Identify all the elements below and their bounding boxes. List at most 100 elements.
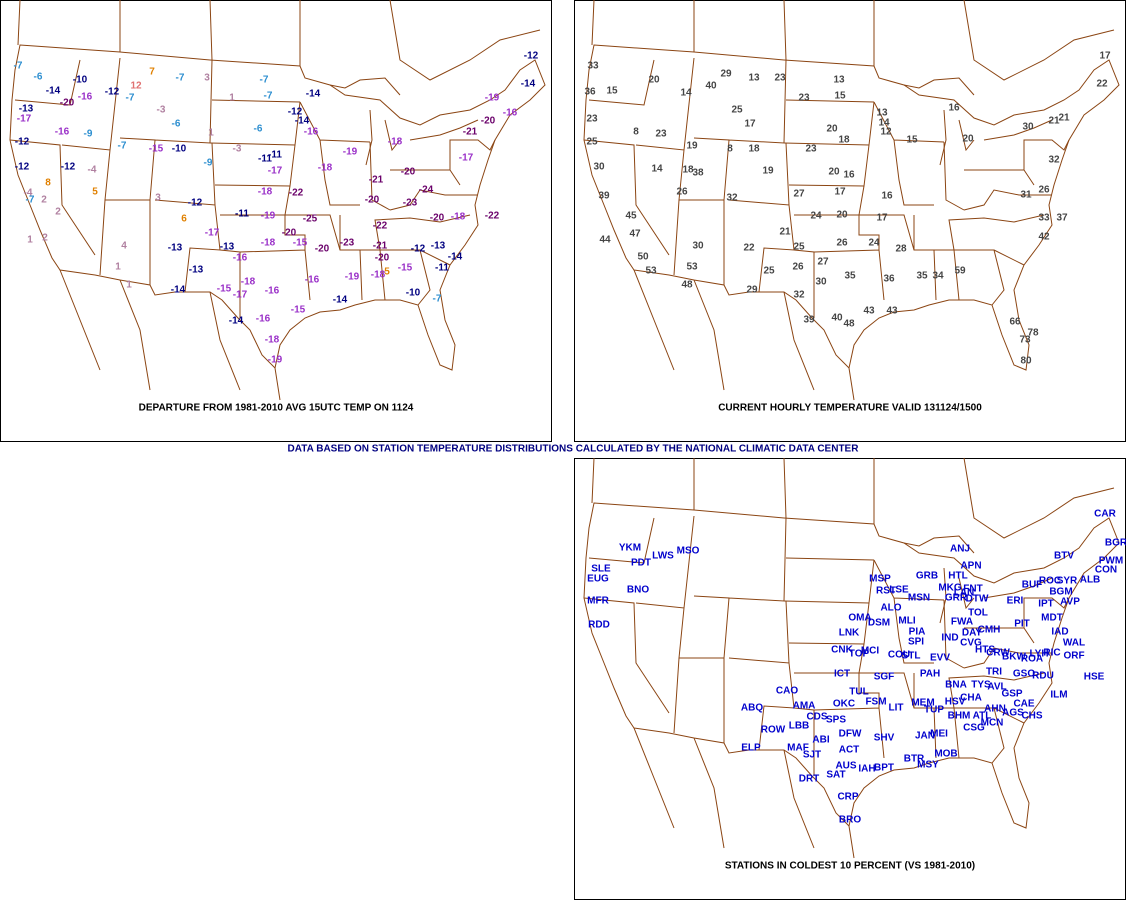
temperature-label: 25 bbox=[793, 242, 805, 253]
station-label: TUL bbox=[849, 687, 868, 698]
station-label: ALO bbox=[880, 603, 901, 614]
station-label: OMA bbox=[848, 613, 871, 624]
station-label: ORF bbox=[1063, 651, 1084, 662]
departure-label: -6 bbox=[34, 72, 43, 83]
temperature-label: 16 bbox=[948, 103, 960, 114]
temperature-label: 20 bbox=[836, 210, 848, 221]
temperature-label: 23 bbox=[798, 93, 810, 104]
station-label: DFW bbox=[839, 729, 862, 740]
panel-caption: DEPARTURE FROM 1981-2010 AVG 15UTC TEMP … bbox=[139, 403, 414, 414]
departure-label: 7 bbox=[149, 67, 155, 78]
departure-label: -10 bbox=[73, 75, 88, 86]
temperature-label: 22 bbox=[743, 243, 755, 254]
station-label: PWM bbox=[1099, 556, 1123, 567]
station-label: TOP bbox=[849, 649, 870, 660]
departure-label: 1 bbox=[126, 280, 132, 291]
departure-label: -15 bbox=[149, 144, 164, 155]
station-label: ILM bbox=[1050, 690, 1067, 701]
departure-label: 5 bbox=[384, 267, 390, 278]
departure-label: -16 bbox=[256, 314, 271, 325]
temperature-label: 35 bbox=[844, 271, 856, 282]
temperature-label: 21 bbox=[1058, 113, 1070, 124]
departure-label: -22 bbox=[289, 188, 304, 199]
station-label: CDS bbox=[806, 712, 827, 723]
station-label: LNK bbox=[839, 628, 860, 639]
temperature-label: 13 bbox=[748, 73, 760, 84]
station-label: CAR bbox=[1094, 509, 1116, 520]
station-label: HSE bbox=[1084, 672, 1105, 683]
temperature-label: 16 bbox=[843, 170, 855, 181]
temperature-label: 26 bbox=[792, 262, 804, 273]
station-label: WAL bbox=[1063, 638, 1085, 649]
departure-label: 1 bbox=[27, 235, 33, 246]
station-label: SAT bbox=[826, 770, 845, 781]
station-label: GRR bbox=[945, 593, 968, 604]
station-label: BRO bbox=[839, 815, 861, 826]
station-label: RDD bbox=[588, 620, 610, 631]
departure-label: -20 bbox=[401, 167, 416, 178]
station-label: ROC bbox=[1039, 576, 1061, 587]
station-label: DRT bbox=[799, 774, 820, 785]
station-label: TUP bbox=[924, 705, 944, 716]
departure-label: -12 bbox=[105, 87, 120, 98]
temperature-label: 33 bbox=[1038, 213, 1050, 224]
station-label: TRI bbox=[986, 667, 1002, 678]
temperature-label: 8 bbox=[727, 144, 733, 155]
departure-label: -9 bbox=[204, 158, 213, 169]
departure-label: -12 bbox=[411, 244, 426, 255]
departure-label: -20 bbox=[375, 253, 390, 264]
temperature-label: 38 bbox=[692, 168, 704, 179]
temperature-label: 29 bbox=[720, 69, 732, 80]
departure-label: -16 bbox=[265, 286, 280, 297]
departure-label: -3 bbox=[157, 105, 166, 116]
departure-label: -9 bbox=[84, 129, 93, 140]
temperature-label: 30 bbox=[593, 162, 605, 173]
temperature-label: 32 bbox=[726, 193, 738, 204]
station-label: MCI bbox=[861, 646, 880, 657]
temperature-label: 19 bbox=[686, 141, 698, 152]
departure-label: 2 bbox=[42, 233, 48, 244]
departure-label: -23 bbox=[340, 238, 355, 249]
departure-label: -23 bbox=[403, 198, 418, 209]
departure-label: -12 bbox=[61, 162, 76, 173]
departure-label: -18 bbox=[371, 270, 386, 281]
station-label: IAD bbox=[1051, 627, 1068, 638]
station-label: STL bbox=[902, 651, 921, 662]
departure-label: -14 bbox=[295, 116, 310, 127]
departure-label: 4 bbox=[121, 241, 127, 252]
station-label: PIT bbox=[1014, 619, 1030, 630]
station-label: FNT bbox=[963, 584, 982, 595]
station-label: MKG bbox=[938, 583, 962, 594]
temperature-label: 35 bbox=[916, 271, 928, 282]
station-label: SJT bbox=[803, 750, 821, 761]
departure-label: -19 bbox=[485, 93, 500, 104]
departure-label: -12 bbox=[288, 107, 303, 118]
station-label: BPT bbox=[874, 763, 894, 774]
departure-label: -14 bbox=[171, 285, 186, 296]
departure-label: -7 bbox=[126, 93, 135, 104]
temperature-label: 30 bbox=[1022, 122, 1034, 133]
departure-label: -4 bbox=[24, 188, 33, 199]
temperature-label: 28 bbox=[895, 244, 907, 255]
departure-label: -7 bbox=[433, 294, 442, 305]
departure-label: 6 bbox=[181, 214, 187, 225]
station-label: TOL bbox=[968, 608, 988, 619]
departure-label: -16 bbox=[304, 127, 319, 138]
departure-label: -16 bbox=[233, 253, 248, 264]
temperature-label: 13 bbox=[876, 108, 888, 119]
station-label: MOB bbox=[934, 749, 957, 760]
temperature-label: 40 bbox=[705, 81, 717, 92]
temperature-label: 25 bbox=[731, 105, 743, 116]
station-label: CAO bbox=[776, 686, 798, 697]
departure-label: -20 bbox=[430, 213, 445, 224]
departure-label: -15 bbox=[398, 263, 413, 274]
temperature-label: 17 bbox=[744, 119, 756, 130]
departure-label: -12 bbox=[524, 51, 539, 62]
departure-label: -18 bbox=[265, 335, 280, 346]
departure-label: -15 bbox=[217, 284, 232, 295]
station-label: SHV bbox=[874, 733, 895, 744]
departure-label: -14 bbox=[521, 79, 536, 90]
departure-label: -16 bbox=[78, 92, 93, 103]
departure-label: -17 bbox=[205, 228, 220, 239]
